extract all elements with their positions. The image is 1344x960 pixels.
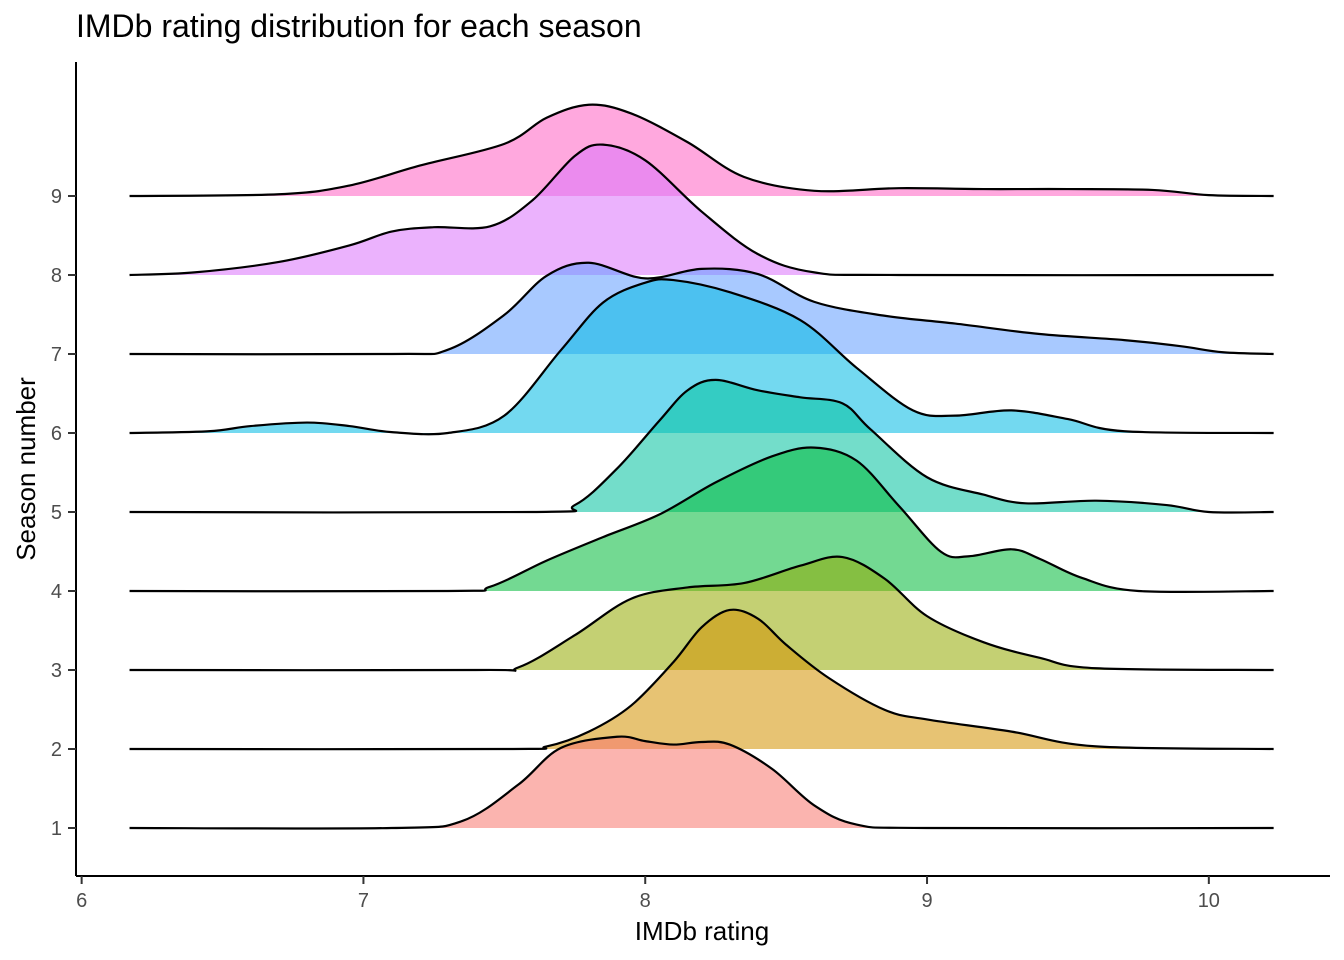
- y-tick-label: 5: [51, 502, 62, 524]
- y-tick-label: 6: [51, 423, 62, 445]
- x-tick-label: 7: [358, 890, 369, 912]
- ridge-season-8: [129, 143, 1274, 277]
- ridge-fill-season-1: [129, 736, 1274, 829]
- y-tick-label: 9: [51, 186, 62, 208]
- ridge-season-3: [129, 555, 1274, 672]
- y-tick-label: 3: [51, 660, 62, 682]
- y-axis-ticks: 1 2 3 4 5 6 7 8 9: [51, 186, 76, 840]
- ridge-season-1: [129, 735, 1274, 830]
- ridge-line-season-6: [129, 278, 1274, 436]
- ridge-season-2: [129, 608, 1274, 751]
- y-tick-label: 7: [51, 344, 62, 366]
- x-tick-label: 9: [921, 890, 932, 912]
- ridge-line-season-9: [129, 103, 1274, 198]
- ridge-fill-season-9: [129, 104, 1274, 196]
- y-tick-label: 8: [51, 265, 62, 287]
- y-axis-title: Season number: [11, 377, 41, 561]
- ridge-fill-season-3: [129, 556, 1274, 671]
- y-tick-label: 4: [51, 581, 62, 603]
- x-tick-label: 8: [640, 890, 651, 912]
- ridge-fill-season-6: [129, 279, 1274, 435]
- ridge-line-season-7: [129, 261, 1274, 356]
- ridge-line-season-4: [129, 446, 1274, 594]
- ridges-group: [129, 103, 1274, 830]
- ridge-line-season-5: [129, 378, 1274, 514]
- ridge-line-season-3: [129, 555, 1274, 672]
- ridge-line-season-2: [129, 608, 1274, 751]
- ridge-season-4: [129, 446, 1274, 594]
- x-tick-label: 10: [1198, 890, 1220, 912]
- y-tick-label: 2: [51, 739, 62, 761]
- ridge-fill-season-2: [129, 609, 1274, 750]
- x-axis-title: IMDb rating: [635, 916, 769, 946]
- ridge-line-season-8: [129, 143, 1274, 277]
- ridge-line-season-1: [129, 735, 1274, 830]
- ridge-season-9: [129, 103, 1274, 198]
- chart-title: IMDb rating distribution for each season: [76, 8, 642, 44]
- ridge-season-6: [129, 278, 1274, 436]
- ridge-fill-season-8: [129, 144, 1274, 276]
- ridge-season-5: [129, 378, 1274, 514]
- ridge-fill-season-4: [129, 447, 1274, 592]
- y-tick-label: 1: [51, 818, 62, 840]
- ridge-fill-season-5: [129, 379, 1274, 513]
- x-tick-label: 6: [76, 890, 87, 912]
- x-axis-ticks: 6 7 8 9 10: [76, 876, 1220, 912]
